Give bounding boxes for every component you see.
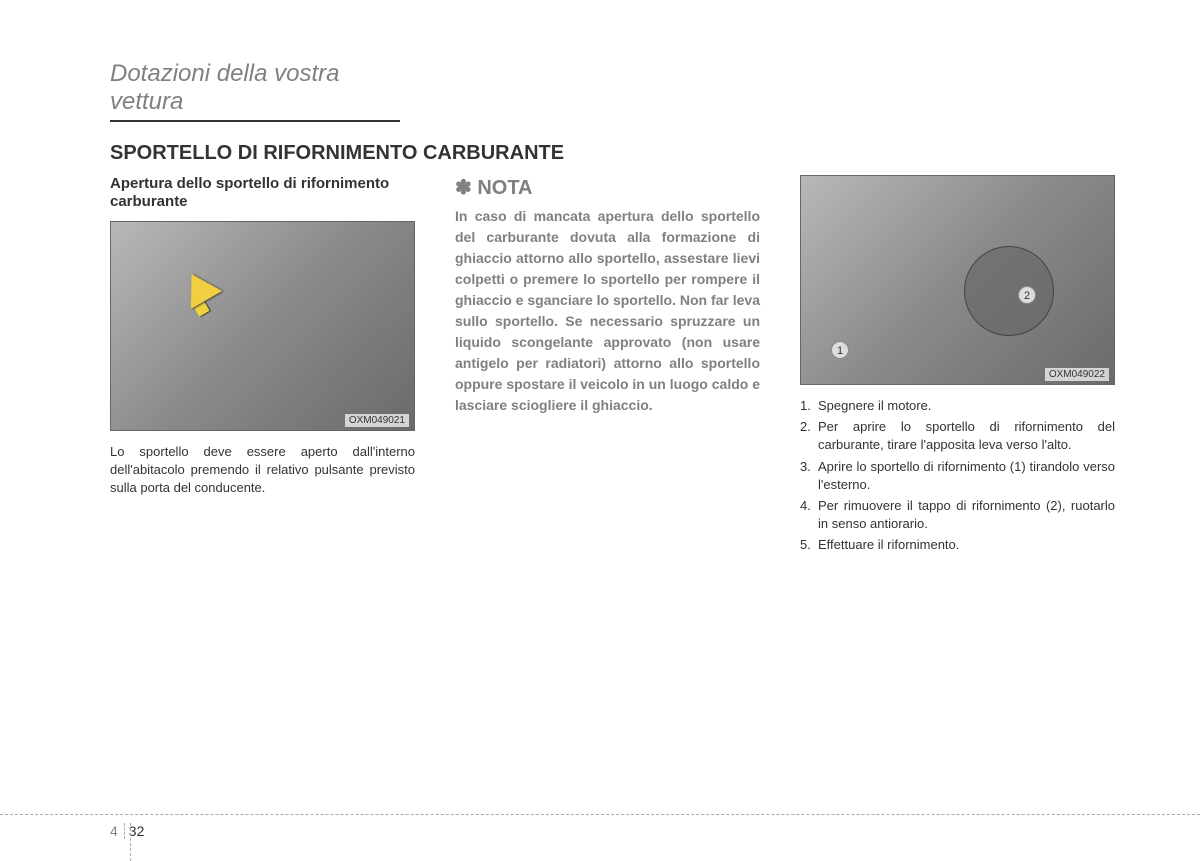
list-item: Per rimuovere il tappo di rifornimento (…	[800, 497, 1115, 533]
footer-divider	[130, 823, 131, 861]
chapter-number: 4	[110, 823, 125, 839]
content-columns: Apertura dello sportello di rifornimento…	[110, 175, 1140, 558]
fuel-cap-figure: 1 2 OXM049022	[800, 175, 1115, 385]
list-item: Effettuare il rifornimento.	[800, 536, 1115, 554]
page-number: 432	[110, 823, 144, 839]
callout-label-2: 2	[1018, 286, 1036, 304]
section-title: SPORTELLO DI RIFORNIMENTO CARBURANTE	[110, 142, 1140, 165]
list-item: Per aprire lo sportello di rifornimento …	[800, 418, 1115, 454]
callout-label-1: 1	[831, 341, 849, 359]
arrow-head-icon	[176, 265, 222, 309]
fuel-cap-icon	[964, 246, 1054, 336]
nota-symbol-icon: ✽	[455, 177, 472, 199]
left-sub-heading: Apertura dello sportello di rifornimento…	[110, 175, 415, 211]
right-column: 1 2 OXM049022 Spegnere il motore. Per ap…	[800, 175, 1115, 558]
nota-heading: ✽ NOTA	[455, 175, 760, 200]
chapter-title: Dotazioni della vostra vettura	[110, 60, 400, 122]
door-button-figure: OXM049021	[110, 221, 415, 431]
chapter-header: Dotazioni della vostra vettura	[110, 60, 1140, 122]
left-column: Apertura dello sportello di rifornimento…	[110, 175, 415, 558]
figure-code-right: OXM049022	[1045, 368, 1109, 381]
left-body-text: Lo sportello deve essere aperto dall'int…	[110, 443, 415, 498]
nota-body-text: In caso di mancata apertura dello sporte…	[455, 206, 760, 416]
page-footer: 432	[0, 814, 1200, 821]
list-item: Spegnere il motore.	[800, 397, 1115, 415]
nota-label: NOTA	[477, 177, 532, 199]
page-number-value: 32	[129, 823, 145, 839]
figure-code-left: OXM049021	[345, 414, 409, 427]
list-item: Aprire lo sportello di rifornimento (1) …	[800, 458, 1115, 494]
middle-column: ✽ NOTA In caso di mancata apertura dello…	[455, 175, 760, 558]
steps-list: Spegnere il motore. Per aprire lo sporte…	[800, 397, 1115, 555]
